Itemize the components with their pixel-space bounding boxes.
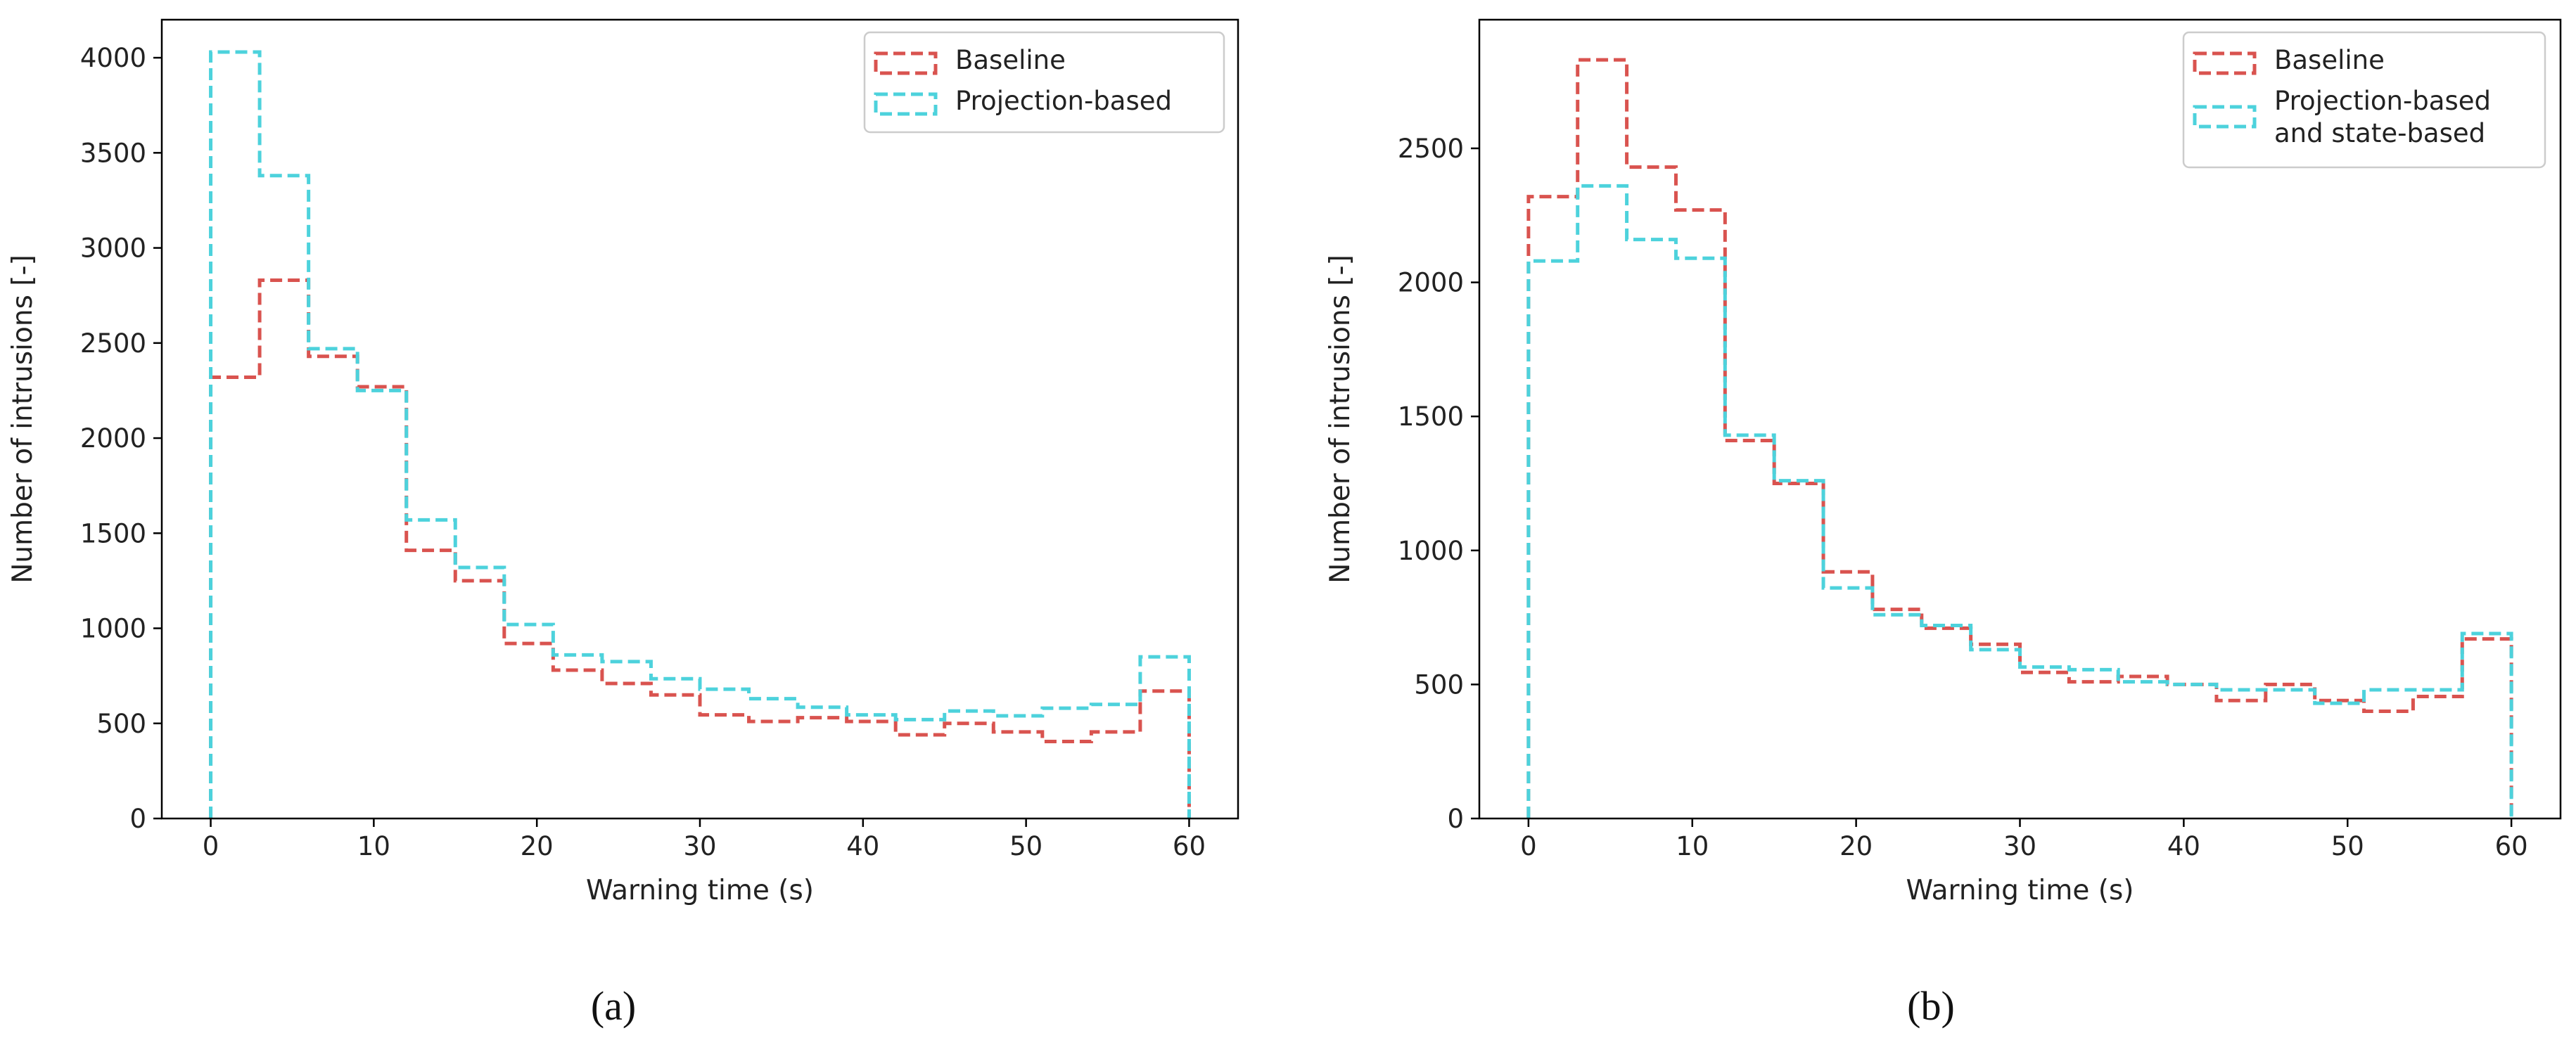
y-tick-label: 1500 bbox=[80, 518, 146, 548]
caption-a: (a) bbox=[591, 983, 636, 1029]
y-tick-label: 3000 bbox=[80, 233, 146, 264]
x-tick-label: 10 bbox=[1676, 831, 1709, 861]
y-tick-label: 3500 bbox=[80, 138, 146, 168]
x-tick-label: 0 bbox=[1520, 831, 1537, 861]
y-tick-label: 500 bbox=[96, 709, 146, 739]
legend-label-projection: Projection-based bbox=[955, 86, 1172, 116]
y-tick-label: 0 bbox=[129, 804, 146, 834]
y-tick-label: 4000 bbox=[80, 43, 146, 73]
series-b-projection bbox=[1526, 184, 2513, 818]
x-tick-label: 50 bbox=[2331, 831, 2364, 861]
x-tick-label: 30 bbox=[2003, 831, 2036, 861]
legend-handle-projection bbox=[874, 92, 938, 116]
y-tick-label: 1000 bbox=[80, 614, 146, 644]
y-axis-label: Number of intrusions [-] bbox=[1325, 255, 1356, 584]
legend-box bbox=[863, 31, 1225, 134]
chart-panel-a: 0 10 20 30 40 50 60 0 500 1000 1500 2000 2500 3000 350… bbox=[7, 18, 1239, 1029]
caption-b: (b) bbox=[1907, 983, 1955, 1029]
legend-label-baseline: Baseline bbox=[2274, 45, 2385, 75]
x-tick-label: 20 bbox=[521, 831, 554, 861]
y-tick-label: 2500 bbox=[80, 328, 146, 359]
y-tick-label: 2000 bbox=[1398, 268, 1464, 298]
legend-box bbox=[2182, 31, 2546, 169]
x-tick-label: 30 bbox=[683, 831, 716, 861]
x-tick-label: 60 bbox=[1173, 831, 1206, 861]
x-tick-label: 0 bbox=[203, 831, 219, 861]
y-tick-label: 2000 bbox=[80, 423, 146, 454]
x-tick-label: 40 bbox=[846, 831, 879, 861]
legend-label-baseline: Baseline bbox=[955, 45, 1066, 75]
x-axis-label: Warning time (s) bbox=[586, 875, 814, 906]
y-tick-label: 0 bbox=[1447, 804, 1464, 834]
series-a-projection bbox=[209, 50, 1191, 818]
series-a-baseline bbox=[209, 278, 1191, 818]
x-axis-label: Warning time (s) bbox=[1906, 875, 2134, 906]
legend: Baseline Projection-based bbox=[863, 31, 1225, 134]
legend-label-projection: Projection-based and state-based bbox=[2274, 86, 2491, 148]
y-axis-label: Number of intrusions [-] bbox=[7, 255, 39, 584]
legend-handle-baseline bbox=[2193, 51, 2257, 75]
x-tick-label: 10 bbox=[357, 831, 390, 861]
y-tick-label: 1500 bbox=[1398, 402, 1464, 432]
y-tick-label: 2500 bbox=[1398, 134, 1464, 164]
x-tick-label: 40 bbox=[2167, 831, 2200, 861]
legend: Baseline Projection-based and state-based bbox=[2182, 31, 2546, 169]
y-tick-label: 1000 bbox=[1398, 536, 1464, 566]
legend-handle-baseline bbox=[874, 51, 938, 75]
x-tick-label: 20 bbox=[1839, 831, 1873, 861]
y-tick-label: 500 bbox=[1414, 669, 1464, 700]
chart-panel-b: 0 10 20 30 40 50 60 0 500 1000 1500 2000 2500 Warning… bbox=[1325, 18, 2562, 1029]
x-tick-label: 50 bbox=[1009, 831, 1042, 861]
legend-handle-projection bbox=[2193, 105, 2257, 129]
x-tick-label: 60 bbox=[2495, 831, 2528, 861]
series-b-baseline bbox=[1526, 58, 2513, 818]
